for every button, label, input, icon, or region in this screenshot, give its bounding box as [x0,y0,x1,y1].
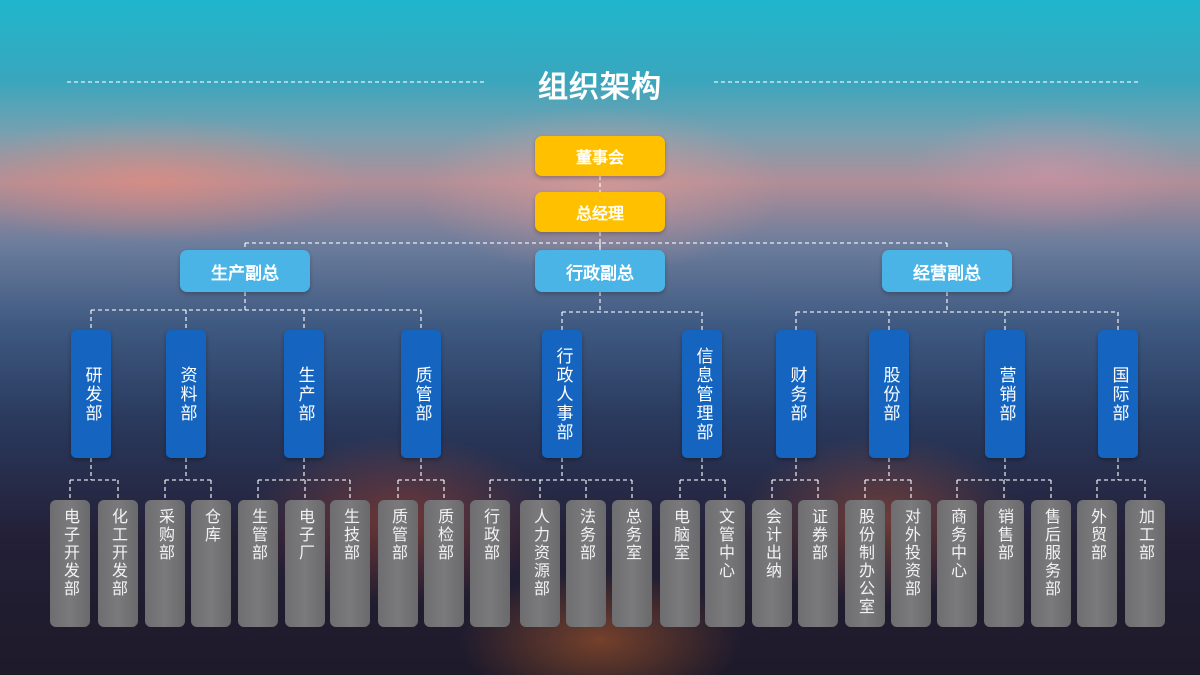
unit-box-label: 电子开发部 [61,508,80,598]
unit-box[interactable]: 质检部 [424,500,464,627]
unit-box[interactable]: 对外投资部 [891,500,931,627]
unit-box[interactable]: 仓库 [191,500,231,627]
unit-box-label: 证券部 [809,508,828,562]
unit-box[interactable]: 总务室 [612,500,652,627]
department-box-label: 生产部 [294,365,315,423]
vp-box[interactable]: 生产副总 [180,250,310,292]
unit-box[interactable]: 会计出纳 [752,500,792,627]
department-box-label: 国际部 [1108,365,1129,423]
vp-box-label: 生产副总 [211,263,279,284]
page-title: 组织架构 [538,70,662,105]
board-box-label: 董事会 [575,148,624,167]
department-box-label: 财务部 [786,365,807,423]
unit-box-label: 文管中心 [716,508,735,580]
unit-box[interactable]: 售后服务部 [1031,500,1071,627]
unit-box[interactable]: 生技部 [330,500,370,627]
unit-box[interactable]: 采购部 [145,500,185,627]
unit-box[interactable]: 生管部 [238,500,278,627]
unit-box-label: 质管部 [389,508,408,562]
department-box[interactable]: 资料部 [166,330,206,458]
unit-box[interactable]: 化工开发部 [98,500,138,627]
board-box[interactable]: 董事会 [535,136,665,176]
undefined-label: 总经理 [575,204,624,223]
vp-box-label: 行政副总 [566,263,634,284]
department-box-label: 行政人事部 [552,346,573,442]
unit-box-label: 会计出纳 [763,508,782,580]
unit-box-label: 化工开发部 [109,508,128,598]
unit-box[interactable]: 股份制办公室 [845,500,885,627]
department-box-label: 营销部 [995,365,1016,423]
unit-box-label: 生技部 [341,508,360,562]
vp-box-label: 经营副总 [913,263,981,284]
unit-box[interactable]: 电脑室 [660,500,700,627]
department-box[interactable]: 行政人事部 [542,330,582,458]
unit-box[interactable]: 电子开发部 [50,500,90,627]
department-box-label: 研发部 [81,365,102,423]
department-box[interactable]: 股份部 [869,330,909,458]
vp-box[interactable]: 经营副总 [882,250,1012,292]
department-box[interactable]: 信息管理部 [682,330,722,458]
unit-box-label: 销售部 [995,508,1014,562]
unit-box-label: 外贸部 [1088,508,1107,562]
unit-box[interactable]: 法务部 [566,500,606,627]
unit-box[interactable]: 商务中心 [937,500,977,627]
unit-box[interactable]: 加工部 [1125,500,1165,627]
unit-box-label: 生管部 [249,508,268,562]
unit-box[interactable]: 文管中心 [705,500,745,627]
unit-box-label: 电脑室 [671,508,690,562]
unit-box-label: 行政部 [481,508,500,562]
unit-box[interactable]: 人力资源部 [520,500,560,627]
unit-box[interactable]: 外贸部 [1077,500,1117,627]
unit-box-label: 对外投资部 [902,508,921,598]
unit-box-label: 人力资源部 [531,508,550,598]
department-box-label: 信息管理部 [692,346,713,442]
unit-box-label: 仓库 [202,508,221,544]
department-box-label: 股份部 [879,365,900,423]
department-box[interactable]: 质管部 [401,330,441,458]
department-box[interactable]: 生产部 [284,330,324,458]
unit-box[interactable]: 证券部 [798,500,838,627]
vp-box[interactable]: 行政副总 [535,250,665,292]
department-box[interactable]: 研发部 [71,330,111,458]
undefined[interactable]: 总经理 [535,192,665,232]
department-box[interactable]: 营销部 [985,330,1025,458]
unit-box[interactable]: 销售部 [984,500,1024,627]
unit-box-label: 加工部 [1136,508,1155,562]
unit-box[interactable]: 电子厂 [285,500,325,627]
unit-box[interactable]: 质管部 [378,500,418,627]
department-box-label: 质管部 [411,365,432,423]
department-box-label: 资料部 [176,365,197,423]
unit-box-label: 售后服务部 [1042,508,1061,598]
unit-box-label: 总务室 [623,508,642,562]
unit-box[interactable]: 行政部 [470,500,510,627]
unit-box-label: 法务部 [577,508,596,562]
unit-box-label: 商务中心 [948,508,967,580]
unit-box-label: 质检部 [435,508,454,562]
unit-box-label: 采购部 [156,508,175,562]
unit-box-label: 电子厂 [296,508,315,562]
department-box[interactable]: 财务部 [776,330,816,458]
unit-box-label: 股份制办公室 [856,508,875,616]
department-box[interactable]: 国际部 [1098,330,1138,458]
